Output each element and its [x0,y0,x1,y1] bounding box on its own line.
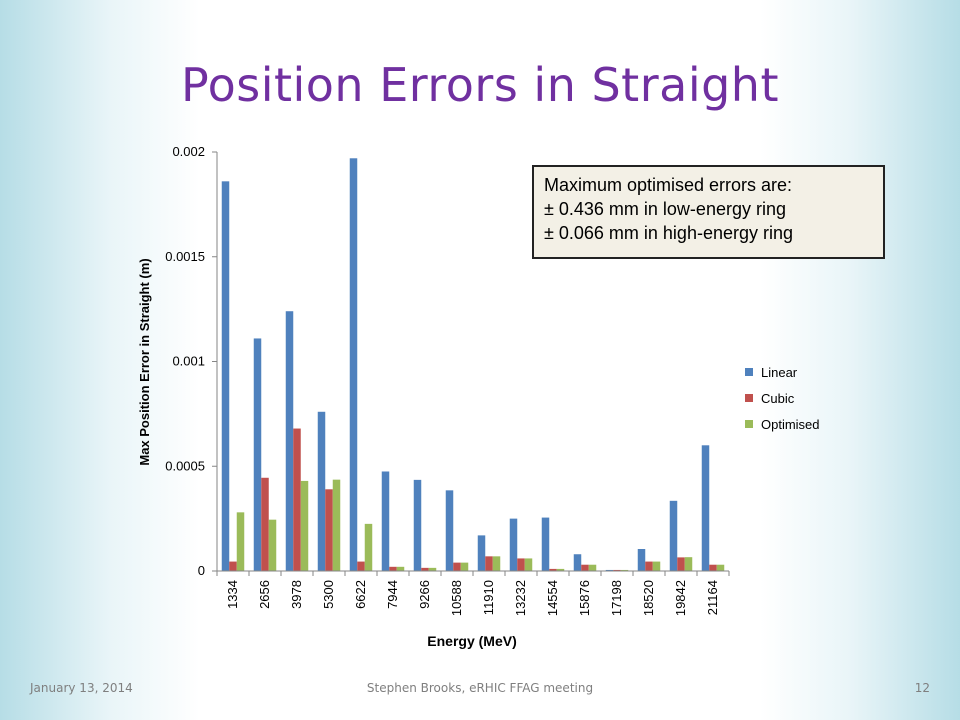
x-tick-label: 13232 [513,580,528,616]
x-axis-label: Energy (MeV) [427,633,516,649]
y-tick-label: 0.0005 [165,458,205,473]
x-axis: 1334 2656 3978 5300 6622 7944 9266 10588 11910 13… [216,570,730,616]
bar-linear-1334 [221,181,230,571]
legend-label-cubic: Cubic [761,391,795,406]
legend-label-linear: Linear [761,365,798,380]
bar-linear-5300 [317,411,326,571]
annotation-line-3: ± 0.066 mm in high-energy ring [544,223,794,243]
bar-optimised-6622 [364,523,373,571]
bar-cubic-19842 [677,557,685,571]
x-tick-label: 11910 [481,580,496,615]
footer-date: January 13, 2014 [30,681,133,695]
x-tick-label: 21164 [705,580,720,615]
bar-linear-21164 [701,445,710,571]
bar-linear-14554 [541,517,550,571]
x-tick-label: 2656 [257,580,272,609]
bar-linear-6622 [349,158,358,571]
y-tick-label: 0.0015 [165,249,205,264]
x-tick-label: 14554 [545,580,560,616]
annotation-line-1: Maximum optimised errors are: [544,175,793,195]
bar-cubic-2656 [261,477,269,571]
bar-linear-10588 [445,490,454,571]
y-axis-label: Max Position Error in Straight (m) [137,258,152,465]
y-tick-label: 0.002 [172,144,205,159]
y-tick-label: 0 [198,563,205,578]
bar-linear-18520 [637,549,646,571]
bar-optimised-10588 [460,562,469,571]
bar-cubic-3978 [293,428,301,571]
bar-optimised-14554 [556,568,565,571]
bar-optimised-7944 [396,566,405,571]
x-tick-label: 17198 [609,580,624,616]
bar-cubic-17198 [613,569,621,571]
x-tick-label: 19842 [673,580,688,616]
slide-title: Position Errors in Straight [180,58,779,112]
footer-presenter: Stephen Brooks, eRHIC FFAG meeting [366,681,594,695]
bar-optimised-11910 [492,556,501,571]
bar-cubic-21164 [709,564,717,571]
bar-cubic-15876 [581,564,589,571]
legend-swatch-linear [745,368,753,376]
bars [221,158,725,571]
bar-cubic-1334 [229,561,237,571]
bar-cubic-6622 [357,561,365,571]
bar-optimised-5300 [332,479,341,571]
bar-optimised-17198 [620,569,629,571]
bar-optimised-1334 [236,512,245,571]
bar-optimised-18520 [652,561,661,571]
y-axis: 0 0.0005 0.001 0.0015 0.002 [165,144,218,578]
bar-linear-13232 [509,518,518,571]
bar-linear-9266 [413,479,422,571]
bar-cubic-13232 [517,558,525,571]
bar-cubic-7944 [389,566,397,571]
x-tick-label: 15876 [577,580,592,616]
x-tick-label: 5300 [321,580,336,609]
bar-cubic-14554 [549,568,557,571]
bar-optimised-15876 [588,564,597,571]
legend-swatch-cubic [745,394,753,402]
x-tick-label: 7944 [385,580,400,609]
bar-optimised-9266 [428,567,437,571]
x-tick-label: 3978 [289,580,304,609]
x-tick-label: 10588 [449,580,464,616]
bar-cubic-5300 [325,489,333,571]
x-tick-label: 9266 [417,580,432,609]
bar-cubic-11910 [485,556,493,571]
bar-optimised-2656 [268,519,277,571]
legend-swatch-optimised [745,420,753,428]
x-tick-label: 6622 [353,580,368,609]
bar-linear-19842 [669,500,678,571]
bar-optimised-21164 [716,564,725,571]
bar-linear-17198 [605,569,614,571]
x-tick-label: 18520 [641,580,656,616]
annotation-line-2: ± 0.436 mm in low-energy ring [544,199,786,219]
bar-linear-15876 [573,554,582,571]
bar-cubic-9266 [421,567,429,571]
bar-cubic-10588 [453,562,461,571]
x-tick-label: 1334 [225,580,240,609]
bar-linear-3978 [285,311,294,571]
annotation-box: Maximum optimised errors are: ± 0.436 mm… [532,165,885,259]
bar-linear-11910 [477,535,486,571]
legend: Linear Cubic Optimised [745,365,820,432]
legend-label-optimised: Optimised [761,417,820,432]
bar-optimised-13232 [524,558,533,571]
bar-optimised-19842 [684,557,693,571]
bar-cubic-18520 [645,561,653,571]
bar-optimised-3978 [300,480,309,571]
y-tick-label: 0.001 [172,354,205,369]
page-number: 12 [914,681,930,695]
bar-linear-2656 [253,338,262,571]
bar-linear-7944 [381,471,390,571]
